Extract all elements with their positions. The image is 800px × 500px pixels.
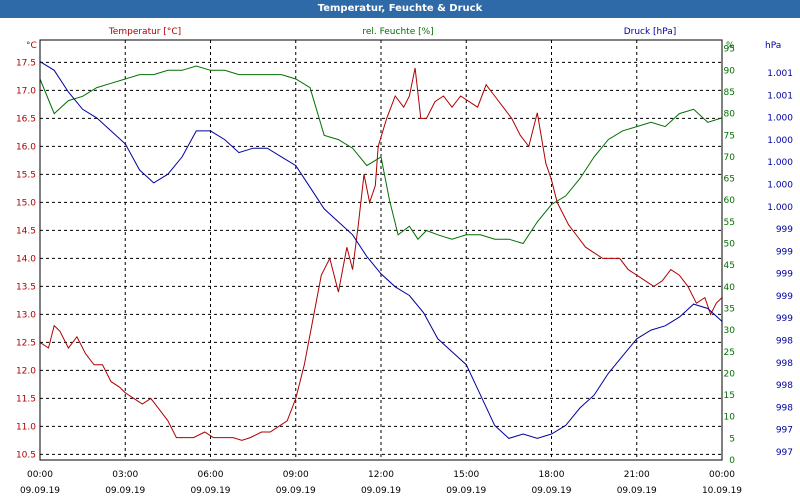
x-tick-date: 09.09.19 [361, 486, 401, 496]
humidity-tick-label: 10 [724, 413, 736, 423]
humidity-tick-label: 40 [724, 283, 736, 293]
pressure-tick-label: 998 [776, 337, 793, 347]
x-tick-time: 00:00 [27, 470, 53, 480]
humidity-axis-title: rel. Feuchte [%] [362, 27, 433, 37]
humidity-tick-label: 0 [729, 456, 735, 466]
x-tick-time: 03:00 [112, 470, 138, 480]
temperature-tick-label: 16.5 [16, 114, 36, 124]
humidity-unit-label: % [726, 41, 735, 51]
temperature-tick-label: 11.5 [16, 394, 36, 404]
pressure-unit-label: hPa [765, 41, 781, 51]
humidity-tick-label: 45 [724, 261, 735, 271]
pressure-axis-title: Druck [hPa] [624, 27, 677, 37]
x-tick-time: 06:00 [198, 470, 224, 480]
x-tick-time: 15:00 [453, 470, 479, 480]
pressure-tick-label: 999 [776, 292, 793, 302]
x-tick-time: 18:00 [539, 470, 565, 480]
x-tick-time: 21:00 [624, 470, 650, 480]
x-tick-time: 09:00 [283, 470, 309, 480]
humidity-tick-label: 35 [724, 304, 735, 314]
humidity-tick-label: 15 [724, 391, 735, 401]
temperature-tick-label: 11.0 [16, 422, 36, 432]
temperature-tick-label: 16.0 [16, 142, 36, 152]
grid [40, 40, 722, 460]
pressure-tick-label: 1.000 [767, 158, 793, 168]
x-tick-date: 09.09.19 [190, 486, 230, 496]
humidity-tick-label: 70 [724, 153, 736, 163]
humidity-line [39, 65, 723, 245]
temperature-tick-label: 17.5 [16, 58, 36, 68]
temperature-tick-label: 10.5 [16, 450, 36, 460]
temperature-tick-label: 15.5 [16, 170, 36, 180]
chart-title: Temperatur, Feuchte & Druck [0, 0, 800, 18]
humidity-tick-label: 85 [724, 88, 735, 98]
x-tick-date: 09.09.19 [105, 486, 145, 496]
x-tick-date: 09.09.19 [276, 486, 316, 496]
humidity-tick-label: 50 [724, 240, 736, 250]
temperature-line [39, 67, 723, 441]
humidity-tick-label: 55 [724, 218, 735, 228]
humidity-axis: 0 5 10 15 20 25 30 35 40 45 50 55 60 65 70 75 80 85 90 95 [724, 45, 736, 466]
humidity-tick-label: 60 [724, 196, 736, 206]
humidity-tick-label: 95 [724, 45, 735, 55]
pressure-tick-label: 999 [776, 314, 793, 324]
x-tick-time: 12:00 [368, 470, 394, 480]
temperature-axis: 10.5 11.0 11.5 12.0 12.5 13.0 13.5 14.0 14.5 15.0… [16, 58, 36, 460]
pressure-tick-label: 1.001 [767, 91, 793, 101]
humidity-tick-label: 90 [724, 66, 736, 76]
x-tick-date: 10.09.19 [702, 486, 742, 496]
chart: Temperatur [°C] rel. Feuchte [%] Druck [… [16, 27, 793, 496]
plot-frame [39, 39, 723, 461]
pressure-tick-label: 1.000 [767, 180, 793, 190]
pressure-tick-label: 1.000 [767, 136, 793, 146]
pressure-tick-label: 1.001 [767, 69, 793, 79]
temperature-tick-label: 13.0 [16, 310, 36, 320]
temperature-tick-label: 14.5 [16, 226, 36, 236]
pressure-tick-label: 999 [776, 270, 793, 280]
temperature-tick-label: 12.5 [16, 338, 36, 348]
pressure-tick-label: 998 [776, 403, 793, 413]
humidity-tick-label: 5 [729, 434, 735, 444]
temperature-tick-label: 14.0 [16, 254, 36, 264]
temperature-tick-label: 15.0 [16, 198, 36, 208]
temperature-tick-label: 13.5 [16, 282, 36, 292]
temperature-tick-label: 17.0 [16, 86, 36, 96]
x-tick-time: 00:00 [709, 470, 735, 480]
x-axis: 00:00 09.09.19 03:00 09.09.19 06:00 09.09.19 0… [20, 470, 742, 496]
humidity-tick-label: 20 [724, 369, 736, 379]
pressure-tick-label: 1.000 [767, 203, 793, 213]
pressure-tick-label: 998 [776, 359, 793, 369]
humidity-tick-label: 65 [724, 175, 735, 185]
humidity-tick-label: 80 [724, 110, 736, 120]
humidity-tick-label: 75 [724, 131, 735, 141]
pressure-tick-label: 1.000 [767, 114, 793, 124]
x-tick-date: 09.09.19 [20, 486, 60, 496]
pressure-tick-label: 997 [776, 448, 793, 458]
temperature-tick-label: 12.0 [16, 366, 36, 376]
pressure-axis: 997 997 998 998 998 998 999 999 999 999 999 1.000 1.… [767, 69, 793, 458]
pressure-line [39, 61, 723, 439]
pressure-tick-label: 999 [776, 225, 793, 235]
temperature-unit-label: °C [26, 41, 37, 51]
pressure-tick-label: 997 [776, 426, 793, 436]
temperature-axis-title: Temperatur [°C] [108, 27, 181, 37]
x-tick-date: 09.09.19 [446, 486, 486, 496]
pressure-tick-label: 998 [776, 381, 793, 391]
x-tick-date: 09.09.19 [617, 486, 657, 496]
x-tick-date: 09.09.19 [531, 486, 571, 496]
humidity-tick-label: 25 [724, 348, 735, 358]
humidity-tick-label: 30 [724, 326, 736, 336]
pressure-tick-label: 999 [776, 247, 793, 257]
series-lines [39, 61, 723, 441]
